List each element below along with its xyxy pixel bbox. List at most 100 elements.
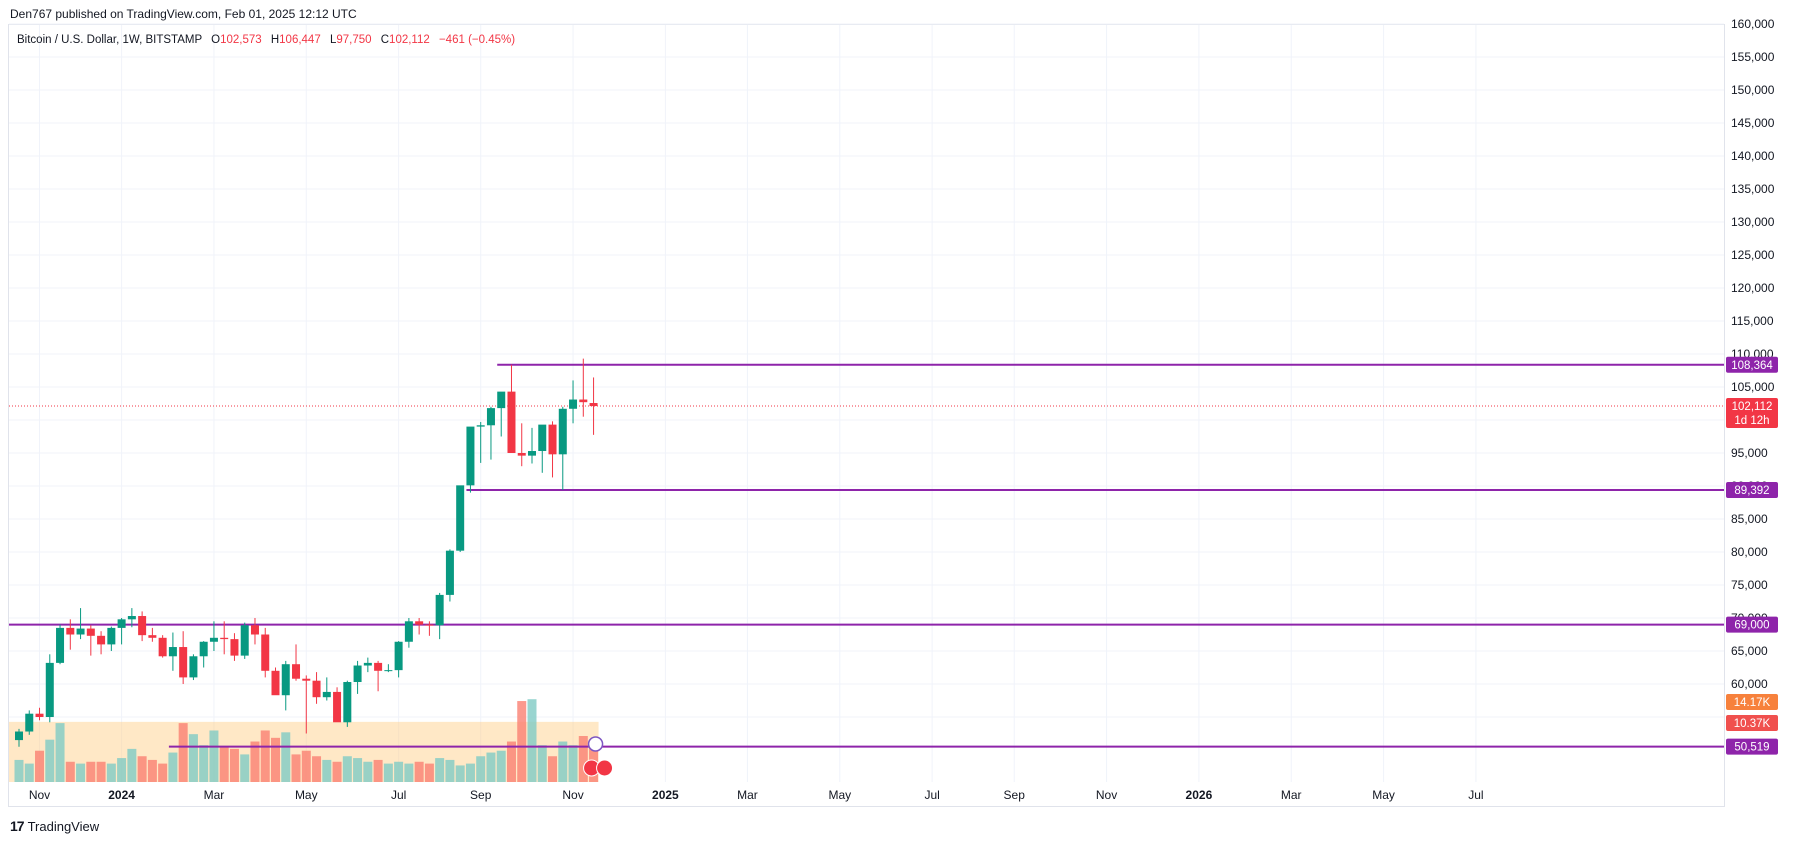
x-tick-label: Nov — [29, 788, 50, 802]
candle-body[interactable] — [579, 399, 588, 403]
candle-body[interactable] — [517, 453, 526, 456]
candle-body[interactable] — [476, 425, 485, 427]
candle-body[interactable] — [220, 637, 229, 640]
footer-brand[interactable]: 17 TradingView — [10, 818, 99, 834]
x-tick-label: Sep — [470, 788, 492, 802]
candle-body[interactable] — [558, 408, 567, 455]
candle-body[interactable] — [302, 678, 311, 681]
candle-body[interactable] — [312, 680, 321, 698]
candle-body[interactable] — [15, 731, 23, 741]
candle-body[interactable] — [528, 451, 536, 456]
y-tick-label: 150,000 — [1731, 83, 1775, 97]
candle-body[interactable] — [507, 391, 516, 453]
candle-body[interactable] — [363, 662, 372, 666]
candle-body[interactable] — [138, 616, 147, 636]
volume-bar — [281, 732, 291, 782]
x-tick-label: 2025 — [652, 788, 679, 802]
volume-bar — [383, 763, 393, 782]
candle-body[interactable] — [404, 621, 413, 642]
candle-body[interactable] — [333, 691, 342, 723]
candle-body[interactable] — [425, 624, 434, 626]
x-tick-label: 2024 — [108, 788, 135, 802]
candle-body[interactable] — [353, 665, 362, 683]
volume-bar — [178, 723, 188, 782]
candle-body[interactable] — [497, 391, 506, 409]
volume-bar — [127, 748, 137, 782]
volume-bar — [455, 765, 465, 782]
candle-body[interactable] — [415, 621, 424, 625]
candle-body[interactable] — [538, 424, 547, 452]
candle-body[interactable] — [281, 664, 290, 696]
candle-body[interactable] — [158, 637, 167, 657]
candle-body[interactable] — [148, 635, 157, 638]
candle-body[interactable] — [35, 713, 44, 717]
candle-body[interactable] — [292, 664, 301, 679]
candle-body[interactable] — [445, 550, 454, 595]
candle-body[interactable] — [271, 670, 280, 696]
volume-bar — [332, 761, 342, 782]
candle-body[interactable] — [435, 594, 444, 626]
y-tick-label: 115,000 — [1731, 314, 1774, 328]
level-69000-badge: 69,000 — [1734, 620, 1769, 632]
x-tick-label: Sep — [1004, 788, 1026, 802]
y-tick-label: 80,000 — [1731, 545, 1768, 559]
candle-body[interactable] — [127, 616, 136, 620]
volume-bar — [424, 763, 434, 782]
candle-body[interactable] — [394, 641, 403, 671]
volume-bar — [106, 763, 116, 782]
volume-bar — [445, 759, 455, 782]
lightning-event-icon[interactable] — [587, 736, 604, 752]
candle-body[interactable] — [45, 662, 54, 717]
candle-body[interactable] — [117, 619, 126, 628]
candle-body[interactable] — [261, 634, 270, 671]
candle-body[interactable] — [486, 408, 495, 426]
candle-body[interactable] — [189, 656, 198, 678]
volume-bar — [209, 730, 219, 782]
volume-bar — [86, 761, 96, 782]
x-tick-label: May — [1372, 788, 1395, 802]
candle-body[interactable] — [199, 641, 208, 657]
candle-body[interactable] — [209, 637, 218, 642]
candle-body[interactable] — [374, 662, 383, 671]
y-tick-label: 130,000 — [1731, 215, 1775, 229]
x-tick-label: May — [295, 788, 318, 802]
candle-body[interactable] — [250, 625, 259, 635]
candle-body[interactable] — [322, 691, 331, 698]
candle-body[interactable] — [384, 670, 393, 672]
volume-bar — [291, 754, 301, 782]
candle-body[interactable] — [343, 682, 352, 723]
candle-body[interactable] — [97, 635, 106, 645]
candle-body[interactable] — [76, 628, 85, 635]
volume-bar — [465, 763, 475, 782]
x-tick-label: Jul — [391, 788, 406, 802]
volume-bar — [568, 745, 578, 782]
level-69000-badge-bg — [1726, 616, 1778, 633]
us-flag-event-icon[interactable] — [596, 759, 614, 777]
candle-body[interactable] — [86, 628, 95, 636]
level-89392-badge: 89,392 — [1734, 485, 1769, 497]
candle-body[interactable] — [66, 627, 75, 635]
y-tick-label: 125,000 — [1731, 248, 1775, 262]
candle-body[interactable] — [456, 485, 465, 551]
candle-body[interactable] — [179, 647, 188, 678]
legend-change: −461 (−0.45%) — [438, 34, 516, 46]
candle-body[interactable] — [56, 627, 65, 663]
volume-bar — [527, 699, 537, 782]
candle-body[interactable] — [25, 713, 34, 732]
candle-body[interactable] — [569, 399, 578, 409]
candle-body[interactable] — [240, 625, 249, 656]
volume-bar — [35, 750, 45, 782]
candle-body[interactable] — [466, 426, 475, 486]
candle-body[interactable] — [589, 403, 598, 407]
x-tick-label: Nov — [562, 788, 583, 802]
candle-body[interactable] — [548, 424, 557, 455]
legend-close-value: 102,112 — [389, 34, 430, 46]
volume-bar — [312, 756, 322, 782]
candle-body[interactable] — [168, 647, 177, 657]
y-tick-label: 65,000 — [1731, 644, 1768, 658]
volume-bar — [363, 761, 373, 782]
candle-body[interactable] — [107, 627, 116, 645]
candle-body[interactable] — [230, 639, 239, 656]
y-tick-label: 135,000 — [1731, 182, 1775, 196]
